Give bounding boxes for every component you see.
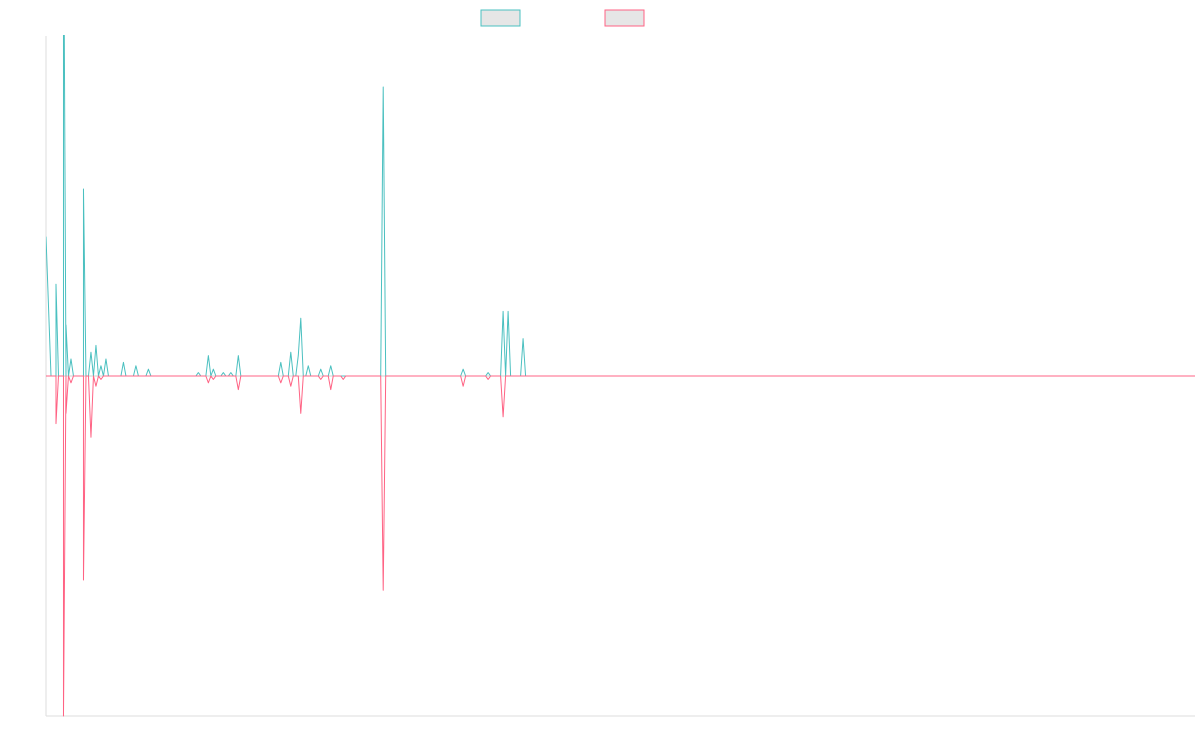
- series-layer: [46, 35, 1195, 717]
- series-line-2: [46, 375, 1195, 717]
- legend-item-1: [480, 9, 521, 27]
- legend-item-2: [604, 9, 645, 27]
- legend-swatch-2: [604, 9, 645, 27]
- legend-swatch-1: [480, 9, 521, 27]
- series-line-1: [46, 35, 1195, 377]
- legend: [480, 9, 645, 27]
